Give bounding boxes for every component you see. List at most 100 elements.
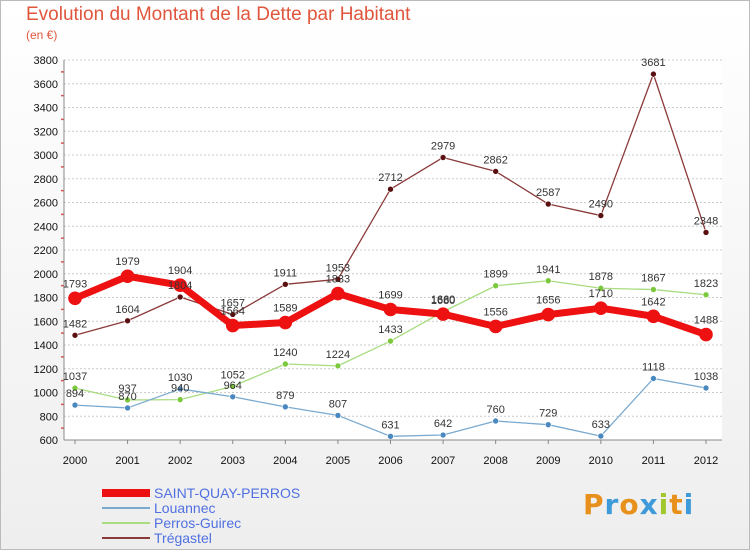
y-tick-label: 3600 (34, 79, 58, 91)
data-point (334, 362, 342, 370)
legend-label: Louannec (154, 500, 216, 516)
data-point (597, 284, 605, 292)
data-point (650, 286, 657, 293)
data-label: 1904 (168, 265, 192, 277)
series-lines (68, 70, 713, 440)
data-label: 1878 (589, 271, 613, 283)
data-label: 940 (171, 383, 189, 395)
x-tick-label: 2009 (536, 455, 560, 467)
data-label: 937 (118, 383, 136, 395)
y-tick-label: 2600 (34, 198, 58, 210)
data-point (650, 70, 657, 78)
logo-letter: r (604, 488, 620, 521)
logo-letter: P (583, 488, 605, 521)
chart-title: Evolution du Montant de la Dette par Hab… (26, 4, 411, 25)
data-label: 1556 (483, 306, 507, 318)
data-point (120, 269, 135, 284)
data-point (176, 293, 184, 301)
data-point (492, 168, 499, 175)
grid (64, 59, 722, 441)
y-tick-label: 800 (40, 411, 58, 423)
y-tick-label: 1000 (34, 388, 58, 400)
data-point (439, 154, 447, 161)
data-point (334, 276, 342, 283)
data-label: 642 (434, 418, 452, 430)
data-point (702, 291, 710, 299)
data-point (68, 291, 82, 306)
data-point (229, 311, 237, 318)
data-label: 1680 (431, 295, 455, 307)
data-point (331, 286, 345, 301)
data-label: 2862 (483, 154, 507, 166)
data-label: 760 (486, 404, 504, 416)
axes: 600 800 1000 1200 1400 1600 1800 2000 2200 2400 26… (34, 55, 722, 467)
data-point (597, 212, 605, 219)
data-label: 1941 (536, 264, 560, 276)
data-point (387, 185, 394, 193)
data-label: 633 (592, 419, 610, 431)
data-label: 1030 (168, 372, 192, 384)
y-tick-label: 600 (40, 435, 58, 447)
data-point (71, 401, 79, 409)
data-point (334, 412, 342, 419)
data-point (176, 396, 184, 403)
data-point (387, 433, 394, 440)
chart-subtitle: (en €) (26, 28, 58, 42)
logo-letter: i (658, 488, 670, 521)
x-tick-label: 2008 (483, 455, 507, 467)
y-tick-label: 3200 (34, 126, 58, 138)
y-tick-label: 2800 (34, 174, 58, 186)
data-label: 1224 (326, 349, 350, 361)
y-tick-label: 3400 (34, 103, 58, 115)
y-tick-label: 1600 (34, 316, 58, 328)
x-tick-label: 2007 (431, 455, 455, 467)
data-point (173, 278, 187, 292)
data-label: 807 (329, 398, 347, 410)
data-point (492, 417, 499, 425)
data-point (124, 317, 131, 325)
legend-label: Trégastel (154, 530, 212, 546)
data-label: 1823 (694, 278, 718, 290)
x-tick-label: 2003 (221, 455, 245, 467)
y-tick-label: 2400 (34, 221, 58, 233)
data-point (229, 393, 237, 401)
data-label: 870 (118, 391, 136, 403)
data-point (436, 307, 450, 321)
data-point (124, 404, 131, 412)
legend-label: Perros-Guirec (154, 515, 241, 531)
data-point (597, 432, 605, 440)
data-label: 1642 (641, 296, 665, 308)
data-label: 729 (539, 408, 557, 420)
data-label: 1699 (378, 289, 402, 301)
data-label: 1604 (115, 304, 139, 316)
data-label: 1833 (326, 274, 350, 286)
y-tick-label: 2000 (34, 269, 58, 281)
data-point (124, 396, 131, 404)
data-point (544, 200, 552, 208)
data-point (492, 282, 499, 290)
proxiti-logo: Proxiti (583, 488, 694, 521)
data-label: 1433 (378, 324, 402, 336)
data-label: 879 (276, 390, 294, 402)
legend: SAINT-QUAY-PERROSLouannecPerros-GuirecTr… (102, 485, 300, 546)
data-label: 1052 (221, 369, 245, 381)
data-label: 1240 (273, 347, 297, 359)
x-tick-label: 2002 (168, 455, 192, 467)
y-tick-label: 3800 (34, 55, 58, 67)
data-label: 1118 (642, 361, 665, 373)
data-point (282, 281, 289, 288)
data-point (278, 315, 293, 330)
data-point (439, 431, 447, 439)
logo-letter: o (619, 488, 640, 521)
data-point (383, 302, 398, 317)
data-point (544, 421, 552, 428)
data-label: 1589 (273, 303, 297, 315)
data-label: 1911 (274, 267, 298, 279)
data-label: 1564 (221, 306, 245, 318)
data-point (702, 384, 710, 392)
data-label: 2587 (536, 187, 560, 199)
y-tick-label: 2200 (34, 245, 58, 257)
data-label: 894 (66, 388, 84, 400)
data-label: 1038 (694, 371, 718, 383)
data-label: 1656 (536, 295, 560, 307)
